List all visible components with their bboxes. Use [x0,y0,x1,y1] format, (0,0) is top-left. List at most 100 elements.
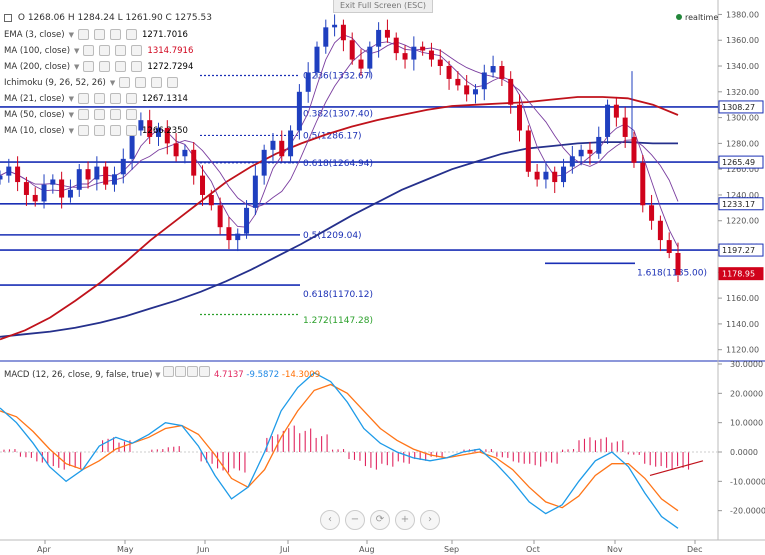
candle-body [402,53,408,60]
price-level-tag [718,197,764,211]
zoom-out-button[interactable]: − [345,510,365,530]
close-icon[interactable] [125,29,137,40]
close-icon[interactable] [126,109,137,120]
price-level-label: 1197.27 [722,246,755,255]
candle-body [111,174,117,185]
indicator-row[interactable]: MA (100, close) ▼ 1314.7916 [4,45,193,56]
candle-body [208,194,214,206]
indicator-row[interactable]: EMA (3, close) ▼ 1271.7016 [4,29,188,40]
candle-body [666,240,672,253]
zoom-in-button[interactable]: + [395,510,415,530]
settings-icon[interactable] [77,29,89,40]
add-icon[interactable] [109,29,121,40]
macd-caret-icon[interactable]: ▼ [155,371,161,379]
macd-value-3: -14.3009 [281,370,321,380]
indicator-row[interactable]: MA (200, close) ▼ 1272.7294 [4,61,193,72]
candle-body [472,89,478,95]
settings-icon[interactable] [78,125,89,136]
add-icon[interactable] [110,125,121,136]
candle-body [675,252,681,275]
eye-icon[interactable] [99,61,111,72]
add-icon[interactable] [151,77,163,88]
eye-icon[interactable] [93,29,105,40]
x-tick-label: Nov [607,545,623,554]
candle-body [191,149,197,176]
candle-body [270,140,276,150]
candle-body [446,66,452,79]
eye-icon[interactable] [94,93,105,104]
caret-down-icon[interactable]: ▼ [74,62,80,71]
candle-body [376,29,382,47]
candle-body [464,85,470,95]
close-icon[interactable] [126,93,137,104]
close-icon[interactable] [167,77,179,88]
scroll-left-button[interactable]: ‹ [320,510,340,530]
candle-body [340,24,346,41]
ohlc-values: O 1268.06 H 1284.24 L 1261.90 C 1275.53 [17,13,212,23]
eye-icon[interactable] [94,109,105,120]
caret-down-icon[interactable]: ▼ [68,30,74,39]
candle-body [120,158,126,175]
add-icon[interactable] [110,109,121,120]
candle-body [543,171,549,180]
indicator-row[interactable]: MA (10, close) ▼ 1266.2350 [4,125,188,136]
add-icon[interactable] [115,45,127,56]
x-tick-label: Jun [196,545,210,554]
macd-value-2: -9.5872 [246,370,280,380]
eye-icon[interactable] [99,45,111,56]
y-tick-label: 1160.00 [726,294,759,303]
eye-icon[interactable] [94,125,105,136]
macd-settings-icon[interactable] [163,366,175,377]
reset-button[interactable]: ⟳ [370,510,390,530]
settings-icon[interactable] [78,93,89,104]
settings-icon[interactable] [78,109,89,120]
scroll-right-button[interactable]: › [420,510,440,530]
exit-fullscreen-button[interactable]: Exit Full Screen (ESC) [333,0,433,13]
price-level-label: 1233.17 [722,200,755,209]
candle-body [182,149,188,157]
x-tick-label: Oct [526,545,540,554]
x-tick-label: Sep [444,545,459,554]
price-level-tag [718,243,764,257]
close-icon[interactable] [131,45,143,56]
caret-down-icon[interactable]: ▼ [68,110,74,119]
candle-body [296,91,302,131]
settings-icon[interactable] [119,77,131,88]
candle-body [578,149,584,157]
candle-body [605,104,611,137]
candle-body [217,205,223,228]
indicator-row[interactable]: MA (50, close) ▼ [4,109,138,120]
caret-down-icon[interactable]: ▼ [68,126,74,135]
y-tick-label: 1260.00 [726,165,759,174]
caret-down-icon[interactable]: ▼ [109,78,116,87]
close-icon[interactable] [131,61,143,72]
close-icon[interactable] [126,125,137,136]
indicator-label: MA (50, close) [4,109,65,120]
candle-body [67,189,73,198]
candle-body [332,24,338,28]
candle-body [552,171,558,183]
indicator-row[interactable]: MA (21, close) ▼ 1267.1314 [4,93,188,104]
candle-body [428,50,434,60]
fib-label: 0.618(1170.12) [303,290,373,300]
add-icon[interactable] [115,61,127,72]
macd-eye-icon[interactable] [175,366,187,377]
candle-body [261,149,267,176]
caret-down-icon[interactable]: ▼ [68,94,74,103]
add-icon[interactable] [110,93,121,104]
indicator-label: MA (100, close) [4,45,71,56]
settings-icon[interactable] [83,61,95,72]
caret-down-icon[interactable]: ▼ [74,46,80,55]
macd-close-icon[interactable] [199,366,211,377]
indicator-value: 1266.2350 [142,125,188,136]
candle-body [59,179,65,198]
macd-y-tick-label: 30.0000 [730,360,763,369]
macd-add-icon[interactable] [187,366,199,377]
eye-icon[interactable] [135,77,147,88]
indicator-row[interactable]: Ichimoku (9, 26, 52, 26) ▼ [4,77,179,88]
candle-body [252,175,258,208]
settings-icon[interactable] [83,45,95,56]
collapse-icon[interactable] [4,13,12,22]
